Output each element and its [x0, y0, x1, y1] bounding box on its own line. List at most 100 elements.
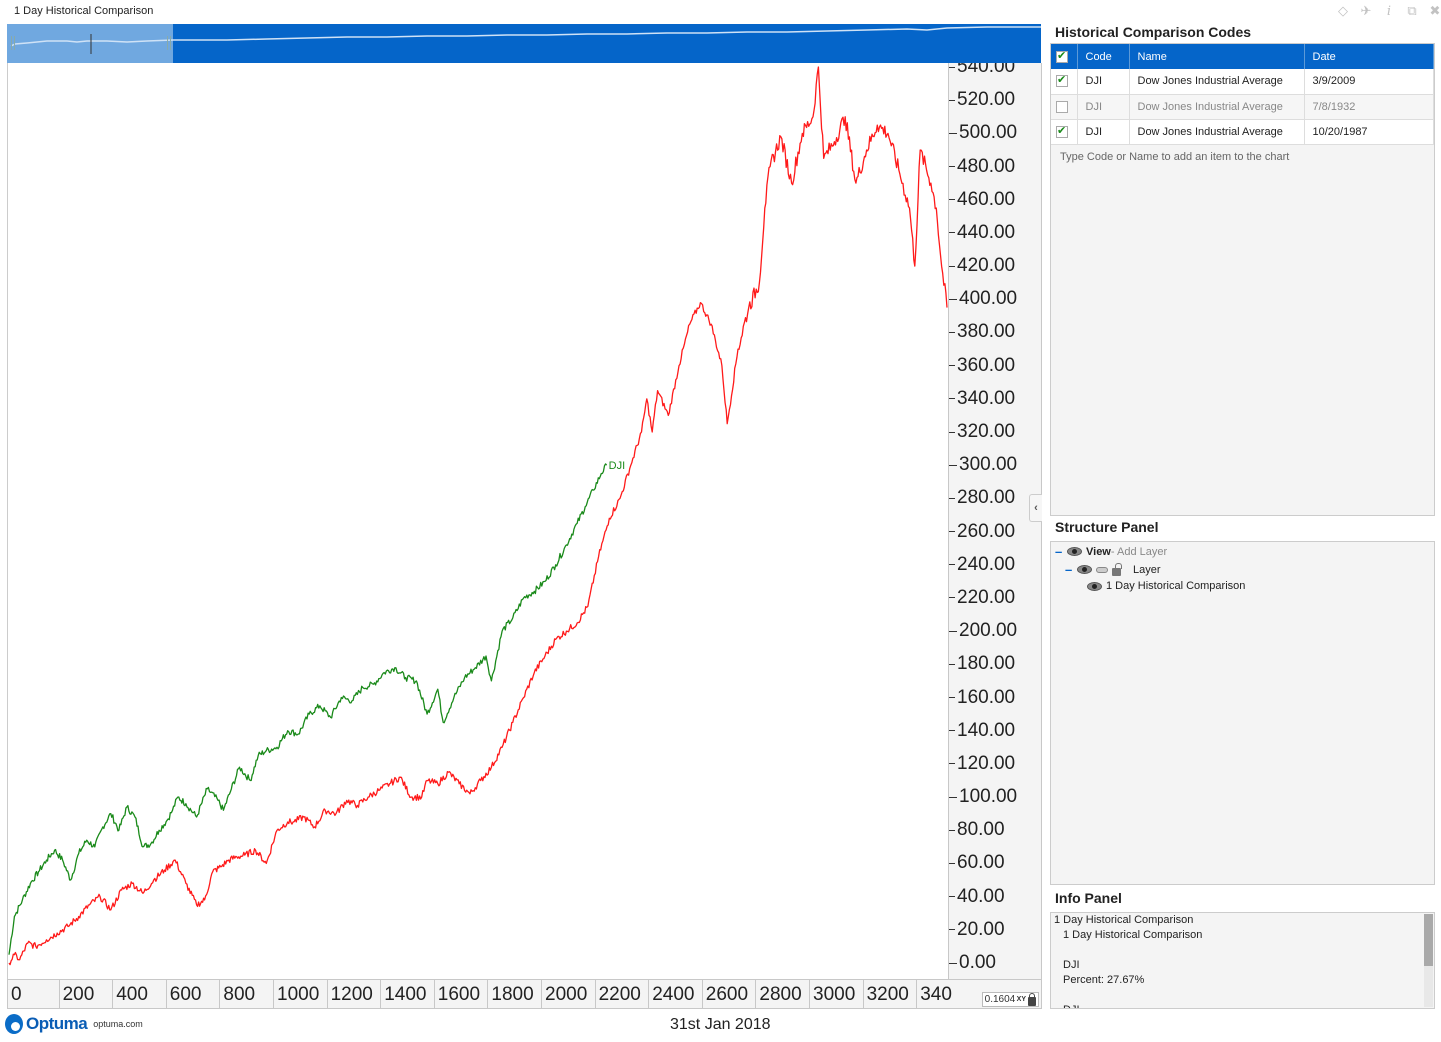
zoom-value[interactable]: 0.1604 — [984, 994, 1015, 1005]
tick-mark — [949, 99, 955, 101]
info-scrollbar[interactable] — [1424, 914, 1433, 1007]
optuma-logo-icon — [5, 1014, 23, 1034]
scroll-thumb[interactable] — [1424, 914, 1433, 966]
tick-mark — [949, 763, 955, 765]
tick-text: 140.00 — [957, 719, 1016, 741]
x-tick-label: 1800 — [487, 980, 534, 1008]
tick-mark — [949, 829, 955, 831]
window-title: 1 Day Historical Comparison — [14, 5, 154, 17]
x-axis[interactable]: 340 3200 3000 2800 2600 2400 2200 2000 1800 1600 1… — [7, 979, 1042, 1009]
tick-mark — [949, 663, 955, 665]
table-row[interactable]: DJI Dow Jones Industrial Average 7/8/193… — [1051, 94, 1434, 120]
tree-node-tool[interactable]: 1 Day Historical Comparison — [1087, 580, 1245, 592]
collapse-icon[interactable]: – — [1065, 562, 1073, 577]
tick-text: 300.00 — [959, 454, 1018, 476]
cell-date[interactable]: 3/9/2009 — [1304, 69, 1434, 95]
eye-icon[interactable] — [1077, 565, 1092, 574]
y-tick-label: 220.00 — [949, 587, 1015, 608]
table-row[interactable]: DJI Dow Jones Industrial Average 10/20/1… — [1051, 119, 1434, 145]
info-line: Percent: 27.67% — [1063, 974, 1145, 986]
eye-icon[interactable] — [1067, 547, 1082, 556]
x-tick-label: 3200 — [862, 980, 909, 1008]
row-checkbox[interactable] — [1056, 124, 1068, 138]
add-layer-link[interactable]: - Add Layer — [1110, 545, 1168, 558]
tick-text: 280.00 — [957, 487, 1016, 509]
tick-mark — [949, 331, 955, 333]
collapse-icon[interactable]: – — [1055, 544, 1063, 559]
codes-table: Code Name Date DJI Dow Jones Industrial … — [1051, 44, 1434, 145]
y-tick-label: 0.00 — [949, 952, 996, 973]
zoom-control[interactable]: 0.1604 XY — [981, 992, 1039, 1007]
info-line: 1 Day Historical Comparison — [1063, 929, 1203, 941]
x-tick-label: 0 — [11, 984, 22, 1005]
cell-date[interactable]: 10/20/1987 — [1304, 119, 1434, 145]
column-name[interactable]: Name — [1129, 44, 1305, 69]
column-code[interactable]: Code — [1077, 44, 1130, 69]
chart-lines: DJI — [8, 66, 948, 966]
pin-icon[interactable]: ✈ — [1360, 3, 1372, 18]
eye-icon[interactable] — [1087, 581, 1102, 591]
tick-mark — [949, 697, 955, 699]
tick-mark — [949, 431, 955, 433]
x-tick-label: 2200 — [594, 980, 641, 1008]
tick-text: 400.00 — [959, 288, 1018, 310]
x-tick-label: 600 — [165, 980, 202, 1008]
y-tick-label: 520.00 — [949, 89, 1015, 110]
chart-navigator[interactable] — [7, 24, 1041, 63]
row-checkbox[interactable] — [1056, 73, 1068, 88]
navigator-right-handle[interactable] — [167, 36, 171, 50]
tick-mark — [949, 962, 957, 964]
tick-mark — [949, 365, 955, 367]
lock-icon[interactable] — [1028, 992, 1036, 1006]
info-panel: 1 Day Historical Comparison 1 Day Histor… — [1050, 912, 1435, 1009]
select-all-checkbox[interactable] — [1056, 49, 1068, 63]
series-label: DJI — [609, 460, 626, 472]
navigator-selection[interactable] — [7, 24, 173, 63]
close-icon[interactable]: ✖ — [1429, 3, 1441, 18]
tool-label: 1 Day Historical Comparison — [1106, 580, 1246, 592]
cell-date[interactable]: 7/8/1932 — [1304, 94, 1434, 120]
column-date[interactable]: Date — [1304, 44, 1434, 69]
tick-mark — [949, 896, 955, 898]
y-tick-label: 240.00 — [949, 554, 1015, 575]
diamond-icon[interactable]: ◇ — [1338, 3, 1348, 18]
navigator-left-handle[interactable] — [11, 36, 15, 50]
link-icon[interactable] — [1096, 566, 1108, 573]
series-line[interactable] — [8, 66, 948, 966]
xy-toggle[interactable]: XY — [1016, 996, 1026, 1003]
tick-text: 360.00 — [957, 354, 1016, 376]
series-line[interactable] — [8, 463, 608, 955]
tree-node-layer[interactable]: – Layer — [1065, 562, 1161, 577]
info-icon[interactable]: i — [1386, 4, 1392, 19]
y-tick-label: 540.00 — [949, 63, 1015, 77]
view-label: View — [1086, 545, 1111, 558]
y-tick-label: 180.00 — [949, 653, 1015, 674]
y-tick-label: 260.00 — [949, 521, 1015, 542]
table-row[interactable]: DJI Dow Jones Industrial Average 3/9/200… — [1051, 69, 1434, 95]
collapse-panel-button[interactable]: ‹ — [1029, 494, 1042, 522]
tick-text: 340.00 — [957, 387, 1016, 409]
y-tick-label: 40.00 — [949, 886, 1005, 907]
y-tick-label: 160.00 — [949, 687, 1015, 708]
tick-mark — [949, 66, 955, 68]
x-tick-label: 400 — [112, 980, 148, 1008]
tree-node-view[interactable]: – View - Add Layer — [1055, 544, 1167, 559]
y-tick-label: 340.00 — [949, 387, 1016, 409]
chart-plot-area[interactable]: DJI — [7, 63, 948, 979]
row-checkbox[interactable] — [1056, 100, 1068, 113]
x-tick-label: 2000 — [541, 980, 587, 1008]
add-item-input[interactable]: Type Code or Name to add an item to the … — [1060, 150, 1290, 163]
restore-icon[interactable]: ⧉ — [1407, 3, 1417, 18]
y-tick-label: 20.00 — [949, 919, 1005, 940]
y-tick-label: 120.00 — [949, 753, 1015, 774]
unlock-icon[interactable] — [1112, 562, 1122, 576]
tick-mark — [949, 464, 957, 466]
cell-name: Dow Jones Industrial Average — [1129, 69, 1305, 95]
layer-label: Layer — [1133, 563, 1161, 576]
window-controls: ◇ ✈ i ⧉ ✖ — [1336, 3, 1441, 19]
y-axis[interactable]: 540.00 520.00 500.00 480.00 460.00 440.00 420.… — [948, 63, 1042, 979]
info-line: DJI — [1063, 1004, 1080, 1008]
y-tick-label: 480.00 — [949, 156, 1015, 177]
x-tick-label: 1400 — [380, 980, 426, 1008]
